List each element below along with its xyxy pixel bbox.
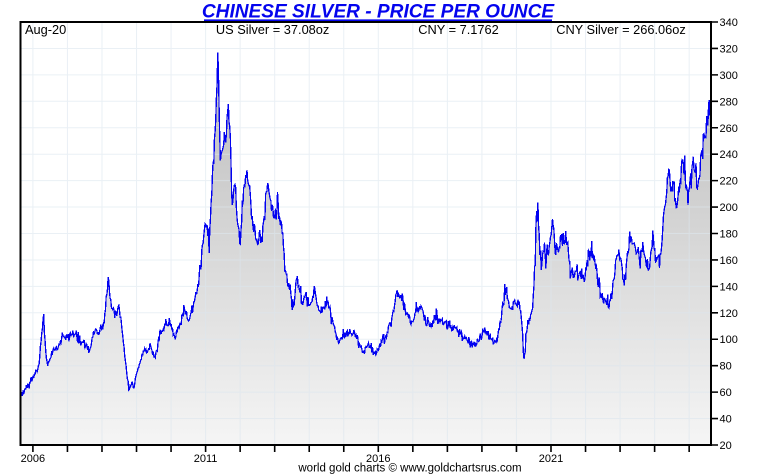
svg-text:340: 340 [720,17,738,29]
svg-text:180: 180 [720,229,738,241]
svg-text:160: 160 [720,255,738,267]
svg-text:40: 40 [720,414,732,426]
svg-text:220: 220 [720,176,738,188]
svg-text:2016: 2016 [366,453,390,465]
svg-text:CNY = 7.1762: CNY = 7.1762 [418,22,499,37]
svg-text:60: 60 [720,387,732,399]
svg-text:240: 240 [720,149,738,161]
svg-text:CNY Silver = 266.06oz: CNY Silver = 266.06oz [556,22,686,37]
svg-text:120: 120 [720,308,738,320]
svg-text:2006: 2006 [21,453,45,465]
svg-text:Aug-20: Aug-20 [25,22,66,37]
svg-text:200: 200 [720,202,738,214]
svg-text:2011: 2011 [194,453,218,465]
svg-text:280: 280 [720,96,738,108]
svg-text:80: 80 [720,361,732,373]
svg-text:world gold charts © www.goldch: world gold charts © www.goldchartsrus.co… [297,463,521,475]
svg-text:20: 20 [720,440,732,452]
svg-text:300: 300 [720,70,738,82]
svg-text:260: 260 [720,123,738,135]
svg-text:CHINESE SILVER - PRICE PER OUN: CHINESE SILVER - PRICE PER OUNCE [202,2,556,23]
svg-text:320: 320 [720,43,738,55]
svg-text:US Silver = 37.08oz: US Silver = 37.08oz [216,22,329,37]
svg-text:2021: 2021 [539,453,563,465]
svg-text:140: 140 [720,281,738,293]
svg-text:100: 100 [720,334,738,346]
